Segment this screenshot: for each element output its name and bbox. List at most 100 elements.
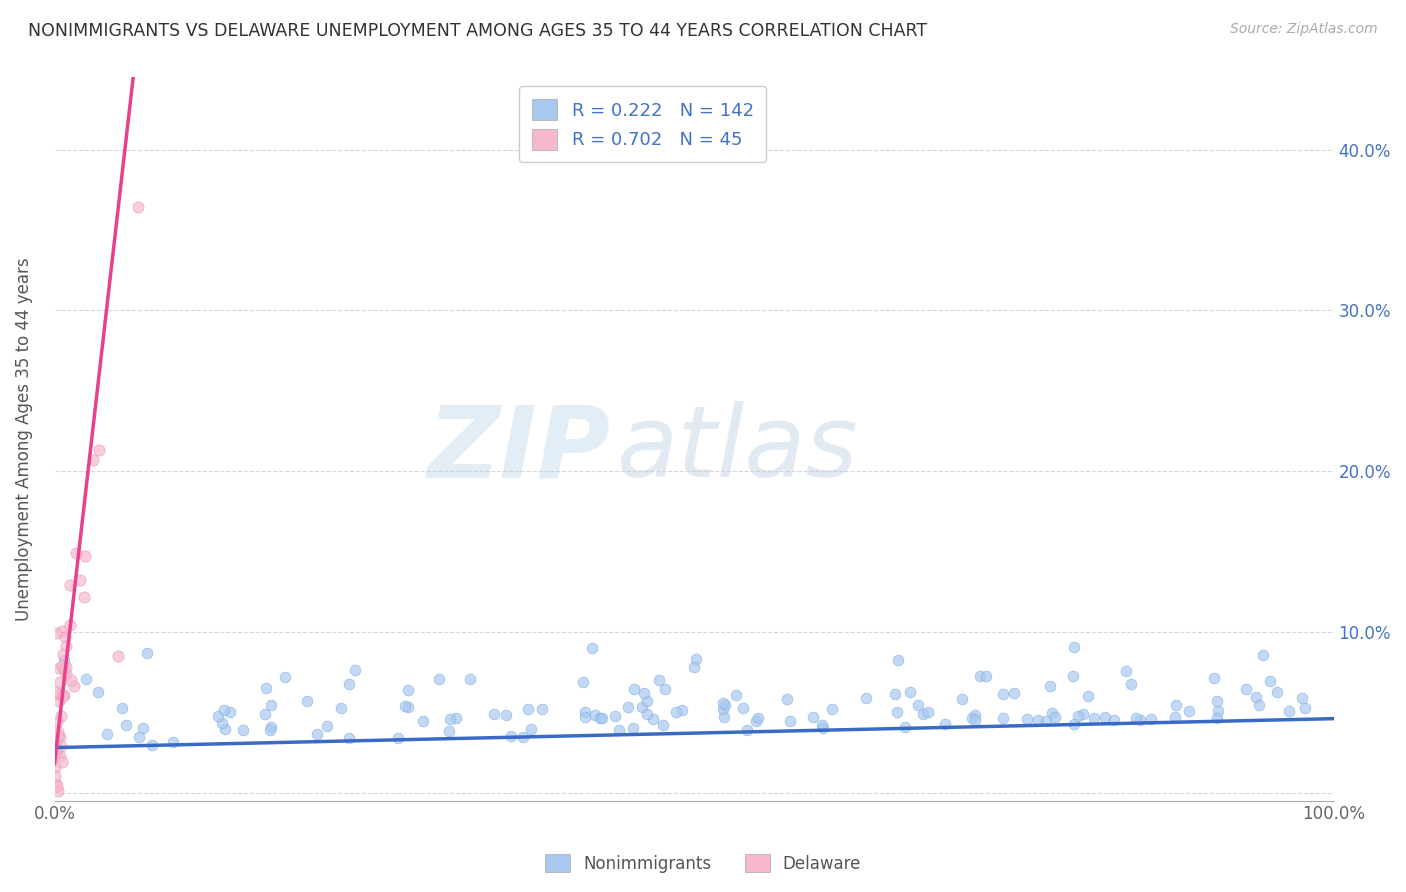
- Point: [623, 682, 645, 697]
- Point: [1258, 674, 1281, 689]
- Point: [49, 731, 72, 745]
- Point: [886, 705, 908, 719]
- Point: [59, 618, 82, 632]
- Point: [46, 714, 69, 729]
- Point: [1083, 711, 1105, 725]
- Point: [574, 710, 596, 724]
- Point: [641, 712, 664, 726]
- Point: [801, 709, 824, 723]
- Point: [330, 701, 353, 715]
- Point: [1102, 713, 1125, 727]
- Point: [917, 705, 939, 719]
- Point: [607, 723, 630, 737]
- Point: [724, 688, 747, 702]
- Point: [591, 711, 613, 725]
- Text: Source: ZipAtlas.com: Source: ZipAtlas.com: [1230, 22, 1378, 37]
- Point: [387, 731, 409, 745]
- Point: [647, 673, 669, 688]
- Point: [337, 731, 360, 745]
- Point: [55, 660, 77, 674]
- Point: [811, 721, 834, 735]
- Point: [633, 685, 655, 699]
- Point: [394, 698, 416, 713]
- Point: [45, 779, 67, 793]
- Point: [1178, 705, 1201, 719]
- Point: [141, 738, 163, 752]
- Point: [1206, 704, 1229, 718]
- Point: [87, 442, 110, 457]
- Point: [1017, 712, 1039, 726]
- Point: [894, 720, 917, 734]
- Point: [60, 673, 83, 687]
- Point: [1071, 706, 1094, 721]
- Point: [58, 578, 80, 592]
- Point: [1002, 686, 1025, 700]
- Point: [886, 653, 908, 667]
- Point: [135, 646, 157, 660]
- Point: [530, 701, 553, 715]
- Point: [51, 659, 73, 673]
- Point: [1026, 713, 1049, 727]
- Point: [53, 662, 76, 676]
- Point: [1035, 714, 1057, 728]
- Point: [344, 663, 367, 677]
- Point: [517, 701, 540, 715]
- Point: [1244, 690, 1267, 704]
- Point: [72, 590, 94, 604]
- Point: [132, 722, 155, 736]
- Point: [1139, 712, 1161, 726]
- Point: [44, 736, 66, 750]
- Point: [630, 700, 652, 714]
- Point: [1062, 669, 1084, 683]
- Point: [969, 669, 991, 683]
- Point: [295, 694, 318, 708]
- Point: [1234, 682, 1257, 697]
- Point: [260, 698, 283, 713]
- Point: [65, 546, 87, 560]
- Point: [1164, 698, 1187, 713]
- Point: [207, 708, 229, 723]
- Point: [48, 694, 70, 708]
- Point: [444, 711, 467, 725]
- Point: [305, 727, 328, 741]
- Point: [114, 717, 136, 731]
- Point: [69, 574, 91, 588]
- Point: [747, 711, 769, 725]
- Point: [884, 687, 907, 701]
- Legend: Nonimmigrants, Delaware: Nonimmigrants, Delaware: [538, 847, 868, 880]
- Point: [589, 711, 612, 725]
- Point: [274, 670, 297, 684]
- Point: [439, 713, 461, 727]
- Point: [711, 696, 734, 710]
- Point: [574, 705, 596, 719]
- Point: [427, 672, 450, 686]
- Point: [583, 708, 606, 723]
- Point: [1249, 698, 1271, 713]
- Point: [714, 698, 737, 713]
- Point: [52, 647, 75, 661]
- Point: [412, 714, 434, 729]
- Point: [337, 677, 360, 691]
- Point: [963, 713, 986, 727]
- Point: [63, 679, 86, 693]
- Point: [733, 700, 755, 714]
- Point: [974, 669, 997, 683]
- Point: [713, 710, 735, 724]
- Point: [107, 648, 129, 663]
- Point: [934, 716, 956, 731]
- Point: [654, 682, 676, 697]
- Point: [811, 718, 834, 732]
- Point: [1094, 710, 1116, 724]
- Legend: R = 0.222   N = 142, R = 0.702   N = 45: R = 0.222 N = 142, R = 0.702 N = 45: [519, 87, 766, 162]
- Point: [1265, 685, 1288, 699]
- Point: [44, 768, 66, 782]
- Point: [636, 707, 658, 722]
- Point: [1115, 665, 1137, 679]
- Point: [211, 715, 233, 730]
- Point: [45, 746, 67, 760]
- Point: [683, 660, 706, 674]
- Point: [260, 721, 283, 735]
- Point: [1291, 691, 1313, 706]
- Point: [1202, 671, 1225, 685]
- Point: [82, 452, 104, 467]
